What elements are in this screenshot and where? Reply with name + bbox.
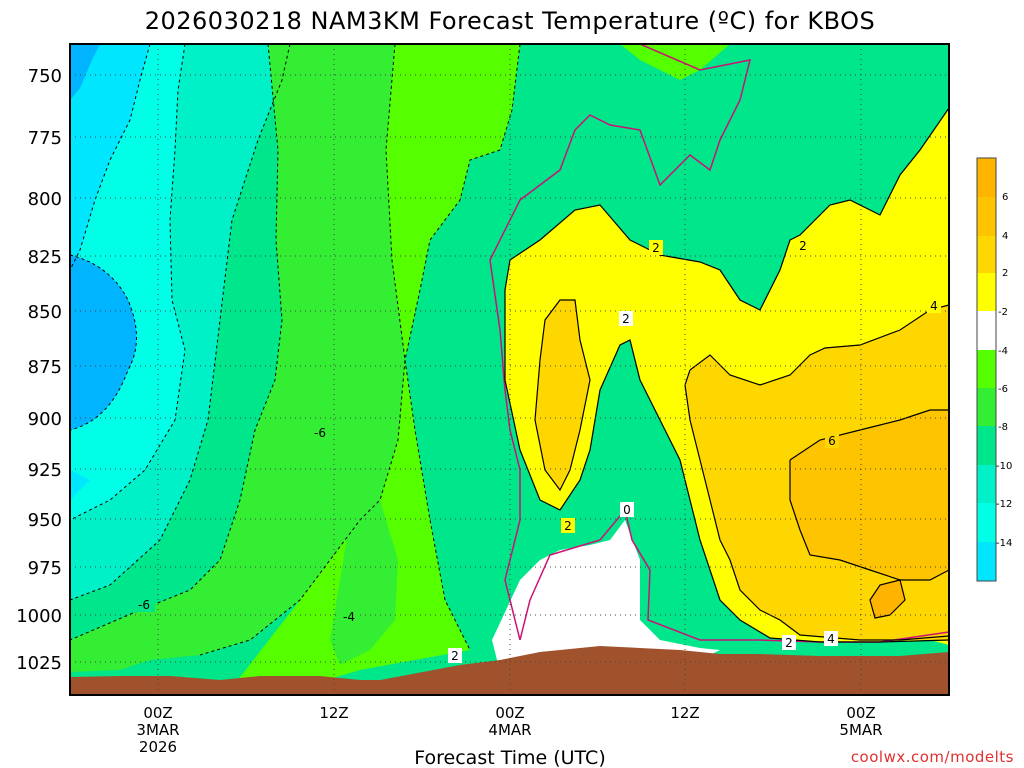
contour-label: -4 [343, 610, 355, 624]
x-tick-label: 12Z [319, 704, 348, 722]
contour-label: 6 [828, 434, 836, 448]
colorbar-swatch [977, 273, 996, 311]
y-axis: 750 775 800 825 850 875 900 925 950 975 … [16, 66, 62, 674]
colorbar-swatch [977, 158, 996, 197]
colorbar: 6 4 2 -2 -4 -6 -8 -10 -12 -14 [976, 157, 1012, 582]
y-tick-label: 750 [28, 66, 62, 87]
contour-label: -6 [314, 426, 326, 440]
colorbar-label: -4 [998, 346, 1008, 357]
x-tick-label: 00Z [143, 704, 172, 722]
chart-title: 2026030218 NAM3KM Forecast Temperature (… [145, 7, 876, 35]
contour-label: 4 [930, 299, 938, 313]
contour-line-4 [684, 369, 949, 641]
colorbar-swatch [977, 388, 996, 426]
field-below-minus-14-upper [70, 44, 100, 100]
contour-line-minus-4 [199, 44, 406, 656]
field-minus-6-to-minus-4-left [70, 44, 405, 672]
x-axis-title: Forecast Time (UTC) [414, 747, 605, 768]
y-tick-label: 950 [28, 510, 62, 531]
field-minus-14-to-minus-12 [70, 44, 150, 500]
colorbar-swatch [977, 197, 996, 236]
field-minus-4-to-minus-2 [230, 44, 520, 690]
y-tick-label: 975 [28, 558, 62, 579]
x-tick-label: 4MAR [488, 721, 531, 739]
colorbar-swatch [977, 465, 996, 503]
contour-line-minus-2 [404, 44, 521, 651]
contour-line-cold [70, 44, 151, 271]
colorbar-label: -8 [998, 422, 1008, 433]
y-tick-label: 1000 [16, 606, 62, 627]
contour-lines [70, 44, 949, 656]
x-tick-label: 5MAR [839, 721, 882, 739]
contour-label: 2 [564, 519, 572, 533]
colorbar-swatch [977, 426, 996, 465]
contour-line-2 [504, 107, 949, 311]
y-tick-label: 775 [28, 128, 62, 149]
x-tick-label: 00Z [495, 704, 524, 722]
x-tick-label: 2026 [139, 738, 177, 756]
colorbar-label: -6 [998, 384, 1008, 395]
plot-frame [69, 43, 950, 696]
colorbar-frame [976, 157, 997, 582]
contour-labels: -6 -6 -4 2 2 0 2 2 2 6 4 2 4 [133, 238, 941, 663]
site-credit: coolwx.com/modelts [851, 748, 1014, 766]
colorbar-label: 6 [1002, 192, 1008, 203]
contour-label: -6 [138, 598, 150, 612]
contour-line-4 [534, 299, 591, 492]
colorbar-swatch [977, 542, 996, 581]
colorbar-swatch [977, 503, 996, 542]
y-tick-label: 1025 [16, 653, 62, 674]
terrain-surface [70, 646, 949, 695]
colorbar-swatch [977, 236, 996, 273]
colorbar-label: -12 [996, 499, 1012, 510]
y-tick-label: 875 [28, 357, 62, 378]
field-minus-4-upper-patch [620, 44, 730, 80]
field-6-to-8 [790, 410, 949, 580]
colorbar-label: -14 [996, 538, 1012, 549]
grid [70, 44, 949, 695]
contour-label: 2 [652, 241, 660, 255]
contour-line-6 [789, 409, 949, 461]
x-tick-label: 3MAR [136, 721, 179, 739]
contour-line-cold [70, 44, 291, 601]
y-tick-label: 925 [28, 460, 62, 481]
field-below-minus-14-middle [70, 255, 137, 430]
contour-label: 4 [827, 632, 835, 646]
contour-label: 2 [799, 239, 807, 253]
contour-label: 2 [622, 312, 630, 326]
colorbar-swatch [977, 350, 996, 388]
x-tick-label: 12Z [670, 704, 699, 722]
colorbar-swatch [977, 311, 996, 350]
field-4-to-6 [535, 300, 590, 490]
contour-line-cold [70, 44, 186, 521]
contour-line-zero [489, 44, 752, 641]
contour-line-4 [689, 304, 949, 386]
contour-line-minus-6 [70, 44, 283, 641]
colorbar-label: -2 [998, 307, 1008, 318]
y-tick-label: 800 [28, 189, 62, 210]
x-axis: 00Z 3MAR 2026 12Z 00Z 4MAR 12Z 00Z 5MAR … [136, 704, 882, 768]
contour-label: 2 [785, 636, 793, 650]
contour-label: 2 [451, 649, 459, 663]
colorbar-label: 4 [1002, 231, 1008, 242]
y-tick-label: 900 [28, 409, 62, 430]
contour-line-2 [504, 290, 949, 643]
contour-line-8 [869, 579, 906, 619]
x-tick-label: 00Z [846, 704, 875, 722]
contour-line-6 [789, 460, 949, 581]
colorbar-label: 2 [1002, 268, 1008, 279]
colorbar-label: -10 [996, 461, 1012, 472]
contour-label: 0 [623, 503, 631, 517]
y-tick-label: 850 [28, 302, 62, 323]
y-tick-label: 825 [28, 247, 62, 268]
